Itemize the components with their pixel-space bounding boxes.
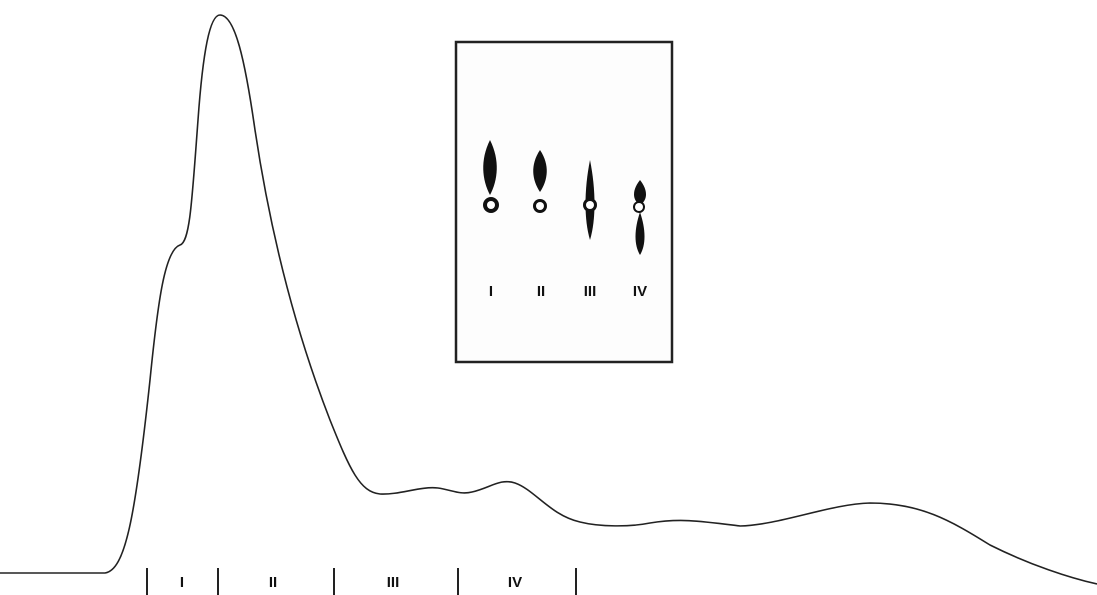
lane-label: III: [584, 283, 597, 300]
figure: I II III IV I II III IV: [0, 0, 1097, 595]
page: I II III IV I II III IV (() => { const d…: [0, 0, 1097, 595]
lane-label: IV: [633, 283, 647, 300]
fraction-label: III: [387, 574, 400, 591]
fraction-label: IV: [508, 574, 522, 591]
fraction-label: I: [180, 574, 184, 591]
lane-label: II: [537, 283, 545, 300]
tlc-inset: [456, 42, 672, 362]
lane-label: I: [489, 283, 493, 300]
fraction-label: II: [269, 574, 277, 591]
